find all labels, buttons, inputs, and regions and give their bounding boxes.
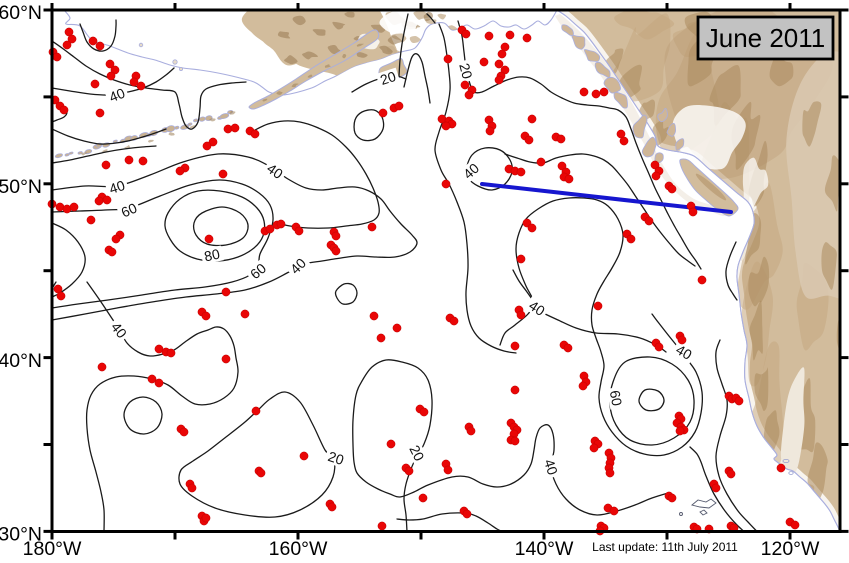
svg-text:50°N: 50°N xyxy=(0,176,42,198)
svg-text:40°N: 40°N xyxy=(0,350,42,372)
svg-text:40: 40 xyxy=(526,297,548,319)
svg-text:20: 20 xyxy=(378,68,398,88)
svg-text:Last update: 11th July 2011: Last update: 11th July 2011 xyxy=(592,540,738,554)
svg-text:160°W: 160°W xyxy=(269,538,328,560)
svg-text:20: 20 xyxy=(456,61,476,80)
svg-text:20: 20 xyxy=(326,448,346,468)
svg-text:60: 60 xyxy=(607,389,625,407)
svg-text:180°W: 180°W xyxy=(23,538,82,560)
svg-text:60°N: 60°N xyxy=(0,2,42,24)
svg-text:140°W: 140°W xyxy=(515,538,574,560)
svg-text:80: 80 xyxy=(203,246,222,265)
svg-text:40: 40 xyxy=(107,85,128,106)
svg-text:20: 20 xyxy=(406,442,427,463)
svg-text:30°N: 30°N xyxy=(0,524,42,546)
svg-text:60: 60 xyxy=(119,199,140,220)
svg-text:120°W: 120°W xyxy=(761,538,820,560)
svg-text:June 2011: June 2011 xyxy=(706,23,826,53)
svg-text:40: 40 xyxy=(107,177,127,197)
svg-text:40: 40 xyxy=(673,341,695,363)
svg-text:40: 40 xyxy=(541,457,561,477)
